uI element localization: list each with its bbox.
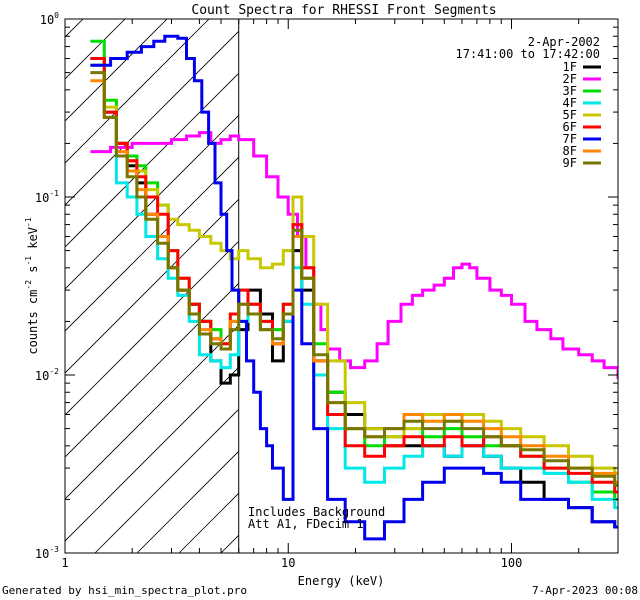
y-tick-label: 10-3 — [35, 545, 59, 561]
y-axis-label: counts cm-2 s-1 keV-1 — [24, 217, 40, 354]
legend-label-7F: 7F — [563, 132, 577, 146]
series-lines — [90, 34, 618, 541]
y-tick-label: 10-1 — [35, 189, 59, 205]
hatch-line — [94, 408, 239, 553]
hatch-line — [0, 0, 107, 553]
x-tick-label: 10 — [281, 556, 295, 570]
hatch-line — [305, 0, 640, 553]
legend-label-8F: 8F — [563, 144, 577, 158]
date-label: 2-Apr-2002 — [528, 35, 600, 49]
hatch-line — [65, 198, 239, 374]
hatch-line — [65, 156, 239, 332]
y-tick-label: 100 — [40, 11, 59, 27]
x-axis-label: Energy (keV) — [298, 574, 385, 588]
hatch-line — [65, 240, 239, 416]
x-tick-label: 1 — [61, 556, 68, 570]
hatched-region — [0, 0, 640, 553]
series-8F — [90, 79, 618, 484]
series-2F — [90, 131, 618, 379]
hatch-line — [136, 450, 239, 553]
legend-label-3F: 3F — [563, 84, 577, 98]
hatch-line — [65, 19, 126, 80]
series-9F — [90, 71, 618, 487]
hatch-line — [65, 30, 239, 206]
hatch-line — [65, 19, 210, 164]
legend-label-2F: 2F — [563, 72, 577, 86]
hatch-line — [65, 366, 239, 542]
series-7F — [90, 34, 618, 541]
hatch-line — [65, 324, 239, 500]
series-4F — [90, 63, 618, 510]
hatch-line — [65, 282, 239, 458]
series-5F — [90, 63, 618, 475]
footer-timestamp: 7-Apr-2023 00:08 — [532, 584, 638, 597]
chart-title: Count Spectra for RHESSI Front Segments — [191, 3, 496, 18]
legend-label-1F: 1F — [563, 60, 577, 74]
time-range-label: 17:41:00 to 17:42:00 — [456, 47, 601, 61]
y-tick-label: 10-2 — [35, 367, 59, 383]
legend-label-4F: 4F — [563, 96, 577, 110]
hatch-line — [347, 0, 640, 553]
annotation-line-2: Att A1, FDecim 1 — [248, 517, 364, 531]
hatch-line — [65, 114, 239, 290]
x-tick-label: 100 — [501, 556, 523, 570]
legend-label-9F: 9F — [563, 156, 577, 170]
footer-generated-by: Generated by hsi_min_spectra_plot.pro — [2, 584, 247, 597]
hatch-line — [65, 72, 239, 248]
axis-ticks — [64, 18, 619, 554]
legend-label-6F: 6F — [563, 120, 577, 134]
hatch-line — [65, 19, 84, 38]
plot-frame — [64, 18, 619, 554]
legend-label-5F: 5F — [563, 108, 577, 122]
hatch-line — [263, 0, 640, 553]
annotation-line-1: Includes Background — [248, 505, 385, 519]
